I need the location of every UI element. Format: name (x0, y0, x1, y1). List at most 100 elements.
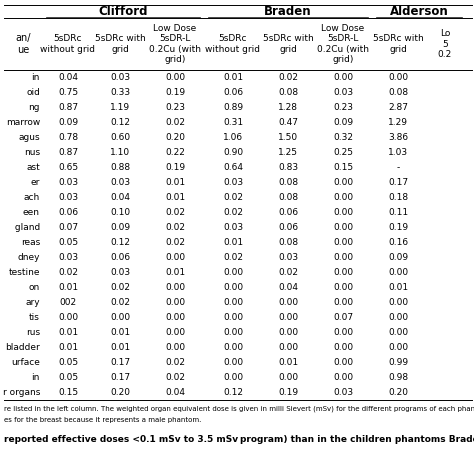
Text: gland: gland (12, 223, 40, 232)
Text: 0.01: 0.01 (58, 283, 78, 292)
Text: 0.02: 0.02 (165, 358, 185, 367)
Text: 0.25: 0.25 (333, 148, 353, 157)
Text: 0.02: 0.02 (278, 268, 298, 277)
Text: 0.08: 0.08 (388, 88, 408, 97)
Text: 0.19: 0.19 (165, 163, 185, 172)
Text: 1.50: 1.50 (278, 133, 298, 142)
Text: 0.00: 0.00 (333, 178, 353, 187)
Text: 0.00: 0.00 (278, 373, 298, 382)
Text: 0.06: 0.06 (223, 88, 243, 97)
Text: 0.18: 0.18 (388, 193, 408, 202)
Text: 0.04: 0.04 (278, 283, 298, 292)
Text: 0.00: 0.00 (223, 373, 243, 382)
Text: program) than in the children phantoms Brade: program) than in the children phantoms B… (240, 435, 474, 444)
Text: nus: nus (24, 148, 40, 157)
Text: marrow: marrow (6, 118, 40, 127)
Text: 0.00: 0.00 (388, 298, 408, 307)
Text: 0.19: 0.19 (278, 388, 298, 397)
Text: urface: urface (11, 358, 40, 367)
Text: 0.01: 0.01 (278, 358, 298, 367)
Text: 1.29: 1.29 (388, 118, 408, 127)
Text: 0.03: 0.03 (223, 223, 243, 232)
Text: 0.01: 0.01 (165, 193, 185, 202)
Text: 5sDRc
without grid: 5sDRc without grid (40, 34, 95, 54)
Text: 0.47: 0.47 (278, 118, 298, 127)
Text: 0.05: 0.05 (58, 373, 78, 382)
Text: 0.05: 0.05 (58, 358, 78, 367)
Text: 0.09: 0.09 (58, 118, 78, 127)
Text: 1.25: 1.25 (278, 148, 298, 157)
Text: 0.09: 0.09 (110, 223, 130, 232)
Text: 0.09: 0.09 (333, 118, 353, 127)
Text: 0.00: 0.00 (333, 238, 353, 247)
Text: 0.06: 0.06 (58, 208, 78, 217)
Text: 0.09: 0.09 (388, 253, 408, 262)
Text: ng: ng (28, 103, 40, 112)
Text: ach: ach (24, 193, 40, 202)
Text: 1.03: 1.03 (388, 148, 408, 157)
Text: 0.01: 0.01 (388, 283, 408, 292)
Text: 0.04: 0.04 (110, 193, 130, 202)
Text: 0.00: 0.00 (388, 268, 408, 277)
Text: 0.12: 0.12 (110, 118, 130, 127)
Text: 0.75: 0.75 (58, 88, 78, 97)
Text: 0.20: 0.20 (165, 133, 185, 142)
Text: Lo
5
0.2: Lo 5 0.2 (438, 29, 452, 59)
Text: on: on (29, 283, 40, 292)
Text: rus: rus (26, 328, 40, 337)
Text: reas: reas (21, 238, 40, 247)
Text: 0.33: 0.33 (110, 88, 130, 97)
Text: 0.02: 0.02 (223, 253, 243, 262)
Text: 0.02: 0.02 (223, 193, 243, 202)
Text: 0.17: 0.17 (110, 358, 130, 367)
Text: 0.17: 0.17 (388, 178, 408, 187)
Text: 0.10: 0.10 (110, 208, 130, 217)
Text: 0.98: 0.98 (388, 373, 408, 382)
Text: 3.86: 3.86 (388, 133, 408, 142)
Text: 5sDRc
without grid: 5sDRc without grid (206, 34, 261, 54)
Text: 0.00: 0.00 (223, 298, 243, 307)
Text: reported effective doses <0.1 mSv to 3.5 mSv: reported effective doses <0.1 mSv to 3.5… (4, 435, 238, 444)
Text: 0.00: 0.00 (278, 313, 298, 322)
Text: 1.19: 1.19 (110, 103, 130, 112)
Text: 0.06: 0.06 (110, 253, 130, 262)
Text: 0.88: 0.88 (110, 163, 130, 172)
Text: in: in (32, 73, 40, 82)
Text: 0.03: 0.03 (110, 178, 130, 187)
Text: 0.02: 0.02 (165, 118, 185, 127)
Text: 0.17: 0.17 (110, 373, 130, 382)
Text: 0.00: 0.00 (165, 298, 185, 307)
Text: 0.15: 0.15 (333, 163, 353, 172)
Text: 0.60: 0.60 (110, 133, 130, 142)
Text: 0.87: 0.87 (58, 103, 78, 112)
Text: 0.00: 0.00 (165, 283, 185, 292)
Text: 0.01: 0.01 (110, 328, 130, 337)
Text: 0.01: 0.01 (165, 268, 185, 277)
Text: 0.01: 0.01 (58, 343, 78, 352)
Text: 0.03: 0.03 (110, 73, 130, 82)
Text: 0.07: 0.07 (333, 313, 353, 322)
Text: 0.65: 0.65 (58, 163, 78, 172)
Text: 5sDRc with
grid: 5sDRc with grid (263, 34, 313, 54)
Text: in: in (32, 373, 40, 382)
Text: ast: ast (26, 163, 40, 172)
Text: 0.00: 0.00 (165, 328, 185, 337)
Text: 0.06: 0.06 (278, 208, 298, 217)
Text: re listed in the left column. The weighted organ equivalent dose is given in mil: re listed in the left column. The weight… (4, 405, 474, 411)
Text: oid: oid (26, 88, 40, 97)
Text: 0.90: 0.90 (223, 148, 243, 157)
Text: 0.12: 0.12 (110, 238, 130, 247)
Text: 5sDRc with
grid: 5sDRc with grid (95, 34, 146, 54)
Text: 0.00: 0.00 (223, 268, 243, 277)
Text: 0.23: 0.23 (333, 103, 353, 112)
Text: 0.23: 0.23 (165, 103, 185, 112)
Text: 0.01: 0.01 (223, 238, 243, 247)
Text: 0.00: 0.00 (333, 283, 353, 292)
Text: 0.16: 0.16 (388, 238, 408, 247)
Text: 0.00: 0.00 (165, 73, 185, 82)
Text: 1.06: 1.06 (223, 133, 243, 142)
Text: 0.00: 0.00 (388, 73, 408, 82)
Text: testine: testine (9, 268, 40, 277)
Text: 0.00: 0.00 (110, 313, 130, 322)
Text: 0.00: 0.00 (165, 343, 185, 352)
